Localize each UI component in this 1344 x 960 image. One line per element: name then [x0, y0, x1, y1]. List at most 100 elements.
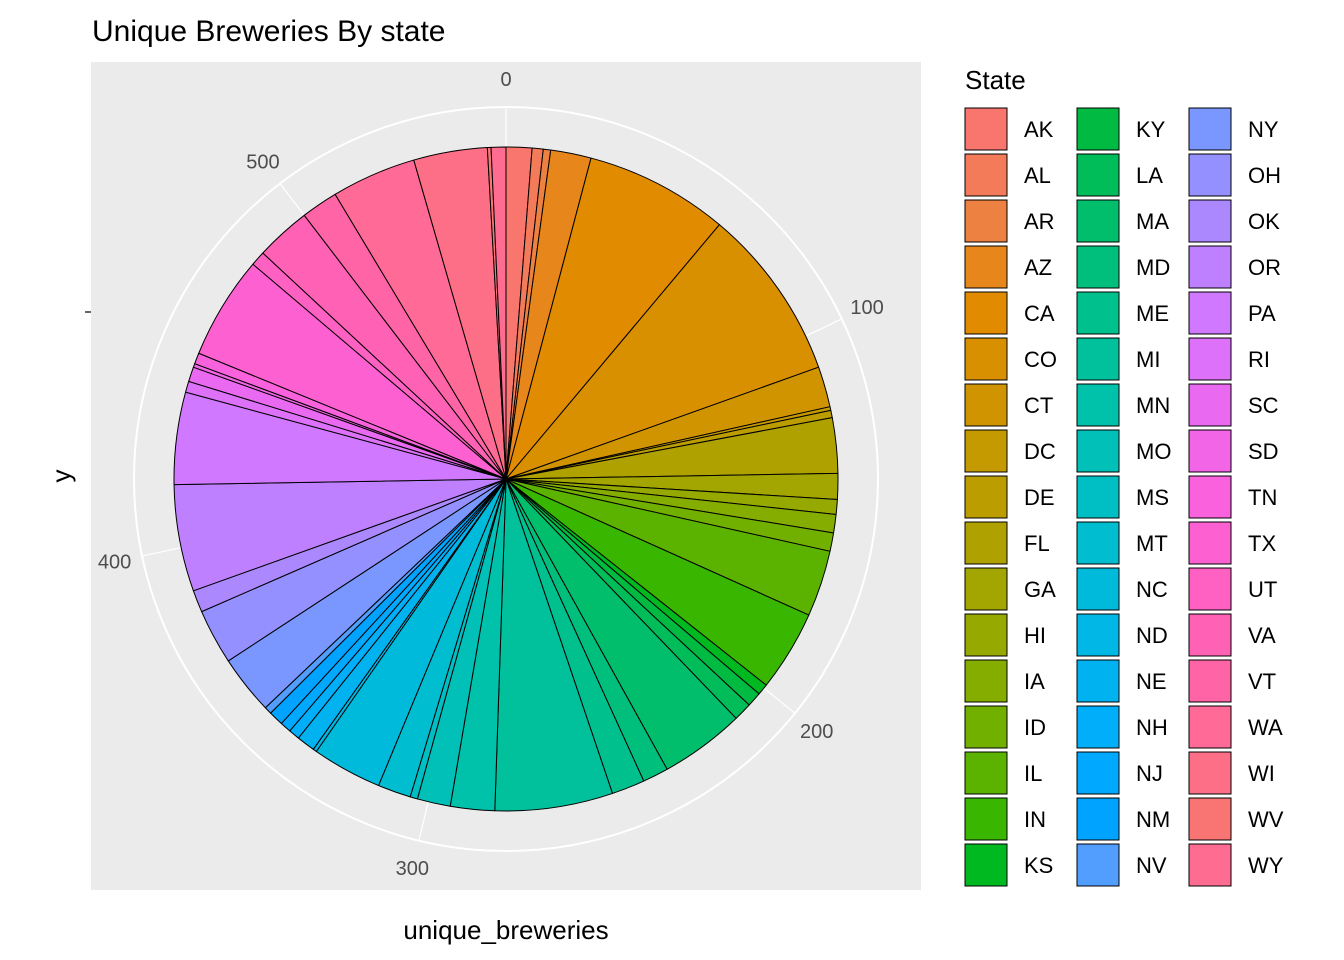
legend-item-ak: AK — [964, 107, 1054, 151]
legend-label: PA — [1248, 301, 1276, 326]
legend-label: DE — [1024, 485, 1055, 510]
legend-item-nh: NH — [1076, 705, 1168, 749]
legend-item-ar: AR — [964, 199, 1055, 243]
legend-key — [964, 429, 1008, 473]
legend-key — [964, 797, 1008, 841]
legend-label: SD — [1248, 439, 1279, 464]
legend-item-hi: HI — [964, 613, 1046, 657]
legend-item-nv: NV — [1076, 843, 1167, 887]
legend-key — [1076, 199, 1120, 243]
legend-label: MD — [1136, 255, 1170, 280]
legend-label: AK — [1024, 117, 1054, 142]
legend-label: VT — [1248, 669, 1276, 694]
legend-item-pa: PA — [1188, 291, 1276, 335]
legend-key — [964, 475, 1008, 519]
legend-item-ut: UT — [1188, 567, 1277, 611]
legend-item-ks: KS — [964, 843, 1053, 887]
legend-label: VA — [1248, 623, 1276, 648]
angle-tick-label: 400 — [98, 552, 131, 574]
pie-slice-co — [505, 224, 820, 480]
legend-label: CO — [1024, 347, 1057, 372]
legend-item-az: AZ — [964, 245, 1052, 289]
legend-key — [1076, 153, 1120, 197]
legend-item-md: MD — [1076, 245, 1170, 289]
legend-label: NV — [1136, 853, 1167, 878]
legend-key — [1076, 705, 1120, 749]
legend-label: WV — [1248, 807, 1284, 832]
legend-item-sc: SC — [1188, 383, 1279, 427]
legend-item-wa: WA — [1188, 705, 1283, 749]
legend-key — [1076, 291, 1120, 335]
legend-item-nj: NJ — [1076, 751, 1163, 795]
legend-item-id: ID — [964, 705, 1046, 749]
legend-item-nd: ND — [1076, 613, 1168, 657]
legend-item-fl: FL — [964, 521, 1050, 565]
chart-title: Unique Breweries By state — [92, 15, 446, 48]
legend-label: IL — [1024, 761, 1042, 786]
legend-label: ID — [1024, 715, 1046, 740]
legend-item-nc: NC — [1076, 567, 1168, 611]
legend-label: RI — [1248, 347, 1270, 372]
legend-item-ri: RI — [1188, 337, 1270, 381]
legend-key — [1076, 429, 1120, 473]
legend-key — [964, 567, 1008, 611]
legend-key — [1188, 107, 1232, 151]
legend-key — [964, 521, 1008, 565]
legend-key — [1188, 521, 1232, 565]
legend-label: NM — [1136, 807, 1170, 832]
legend-label: NJ — [1136, 761, 1163, 786]
legend-key — [1076, 843, 1120, 887]
legend-item-la: LA — [1076, 153, 1163, 197]
legend-key — [964, 153, 1008, 197]
legend-label: WI — [1248, 761, 1275, 786]
legend-item-sd: SD — [1188, 429, 1279, 473]
legend-item-mt: MT — [1076, 521, 1168, 565]
legend-item-ct: CT — [964, 383, 1053, 427]
legend-item-or: OR — [1188, 245, 1281, 289]
legend-key — [964, 383, 1008, 427]
angle-tick-label: 100 — [850, 297, 883, 319]
legend-item-ga: GA — [964, 567, 1056, 611]
legend-key — [1188, 659, 1232, 703]
legend-label: HI — [1024, 623, 1046, 648]
legend-key — [1076, 383, 1120, 427]
legend-item-mn: MN — [1076, 383, 1170, 427]
legend-label: MA — [1136, 209, 1169, 234]
legend-key — [964, 245, 1008, 289]
legend-key — [964, 843, 1008, 887]
x-axis-title: unique_breweries — [403, 915, 608, 945]
legend-key — [1076, 797, 1120, 841]
legend-key — [1188, 613, 1232, 657]
legend-key — [1076, 659, 1120, 703]
legend-label: KY — [1136, 117, 1166, 142]
legend-label: SC — [1248, 393, 1279, 418]
legend-key — [1188, 705, 1232, 749]
legend-label: WA — [1248, 715, 1283, 740]
legend-item-wy: WY — [1188, 843, 1284, 887]
legend-label: AL — [1024, 163, 1051, 188]
angle-tick-label: 200 — [800, 721, 833, 743]
legend-key — [1188, 291, 1232, 335]
legend-item-al: AL — [964, 153, 1051, 197]
legend-item-mi: MI — [1076, 337, 1160, 381]
legend-item-in: IN — [964, 797, 1046, 841]
legend-label: IN — [1024, 807, 1046, 832]
legend-key — [1076, 107, 1120, 151]
legend-key — [964, 291, 1008, 335]
legend-title: State — [965, 65, 1026, 95]
legend-label: AZ — [1024, 255, 1052, 280]
legend-label: GA — [1024, 577, 1056, 602]
legend-key — [1076, 613, 1120, 657]
legend-label: MI — [1136, 347, 1160, 372]
legend-item-ky: KY — [1076, 107, 1166, 151]
legend-label: MT — [1136, 531, 1168, 556]
legend-key — [1076, 337, 1120, 381]
legend-item-wv: WV — [1188, 797, 1284, 841]
legend-key — [1188, 567, 1232, 611]
pie-slice-wy — [490, 146, 507, 480]
pie-slices — [173, 146, 839, 812]
legend-key — [1188, 245, 1232, 289]
legend-label: ME — [1136, 301, 1169, 326]
legend-key — [964, 199, 1008, 243]
